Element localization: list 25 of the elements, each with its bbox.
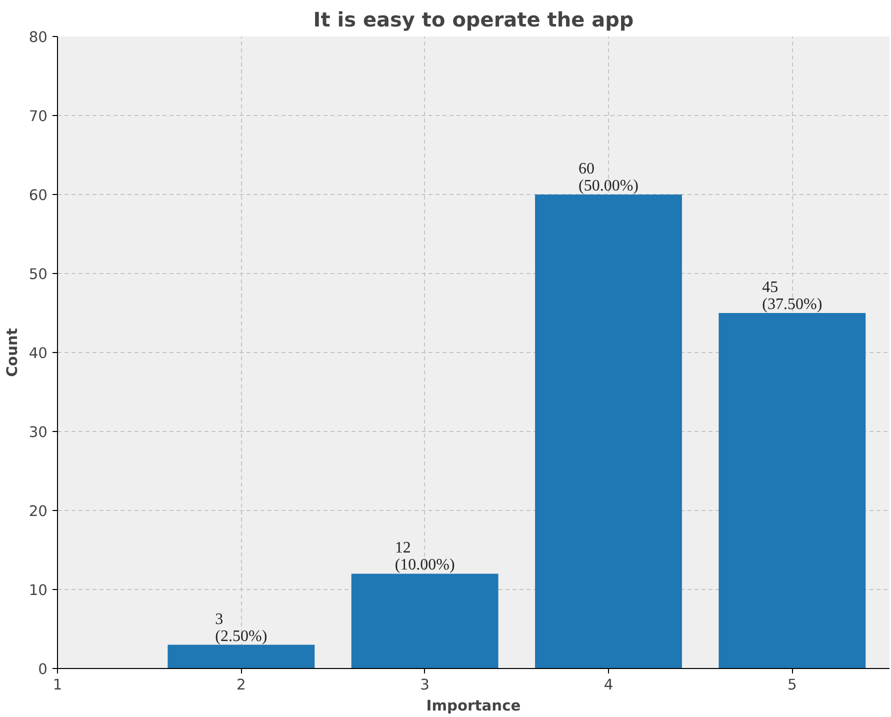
bar [351, 574, 498, 668]
y-tick-label: 20 [28, 503, 48, 520]
x-tick-label: 1 [52, 676, 62, 694]
y-tick-label: 70 [28, 108, 48, 125]
y-tick-label: 40 [28, 345, 48, 362]
x-tick-label: 4 [604, 676, 614, 694]
y-tick-label: 30 [28, 424, 48, 441]
x-tick-label: 5 [787, 676, 797, 694]
x-tick-label: 3 [420, 676, 430, 694]
y-axis-title: Count [4, 328, 21, 377]
y-tick-label: 0 [38, 661, 48, 678]
x-tick-label: 2 [236, 676, 246, 694]
x-axis-title: Importance [426, 698, 521, 714]
y-tick-label: 80 [28, 29, 48, 46]
bar [168, 644, 315, 668]
data-label: 60 (50.00%) [578, 160, 638, 194]
y-tick-label: 60 [28, 187, 48, 204]
chart-title: It is easy to operate the app [313, 8, 634, 32]
data-label: 12 (10.00%) [394, 540, 455, 574]
data-label: 45 (37.50%) [762, 279, 822, 313]
bar [535, 194, 682, 668]
bar [718, 313, 866, 668]
y-tick-label: 50 [28, 266, 48, 283]
y-tick-label: 10 [28, 582, 48, 599]
data-label: 3 (2.50%) [215, 610, 268, 645]
